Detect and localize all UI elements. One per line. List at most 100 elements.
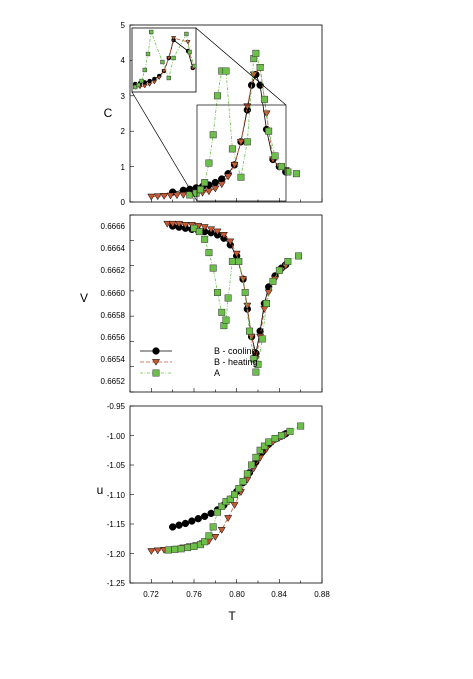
u-point-A [248,461,256,469]
c-point-B_heat [166,192,175,200]
c-point-B_heat [224,173,233,181]
c-point-A [256,64,264,71]
legend-label-b-cooling: B - cooling [214,346,257,356]
inset-point-B_heat [161,69,167,74]
inset-point-B_heat [185,40,191,45]
v-point-A [195,228,203,236]
u-point-B_cool [181,519,190,528]
legend-marker-a [152,369,160,377]
v-point-B_heat [213,228,222,236]
v-point-B_heat [226,238,235,246]
c-point-A [201,179,209,187]
inset-point-A [171,55,176,61]
c-series-group [147,49,300,201]
u-point-A [213,508,221,516]
c-point-B_heat [147,193,156,201]
legend: B - cooling B - heating A [140,346,258,378]
c-line-A [189,52,297,196]
v-point-B_heat [260,306,269,313]
inset [131,27,197,93]
u-xtick-2: 0.80 [229,590,245,599]
inset-point-A [184,31,189,37]
v-point-A [254,360,262,368]
inset-point-A [149,29,154,35]
v-point-B_heat [181,222,190,229]
v-point-A [235,257,243,265]
c-point-B_heat [160,193,169,200]
v-point-A [284,257,292,265]
c-point-B_heat [153,193,162,201]
u-point-B_cool [188,517,196,525]
inset-point-A [142,67,147,73]
c-point-A [209,131,217,139]
inset-point-A [192,63,197,69]
v-point-B_heat [232,250,241,258]
c-point-B_heat [179,191,188,199]
c-point-A [237,173,245,181]
v-point-A [224,294,232,302]
v-point-B_cool [256,327,264,335]
c-point-A [228,145,236,153]
u-point-B_cool [175,521,183,529]
v-ylabel: V [80,291,88,305]
u-point-A [184,544,192,552]
v-ytick-0: 0.6652 [101,377,126,386]
v-ytick-3: 0.6658 [101,311,126,320]
inset-point-B_heat [156,75,162,81]
v-point-A [201,235,209,243]
panel-c-frame [129,24,323,203]
c-point-A [292,170,300,178]
c-point-A [252,49,260,57]
inset-series-group [132,29,197,90]
u-xtick-4: 0.88 [314,590,330,599]
c-point-B_heat [230,161,239,169]
v-point-A [245,327,253,335]
v-point-A [205,249,213,257]
c-point-B_heat [217,181,226,189]
u-point-A [256,446,264,454]
v-point-B_heat [264,289,273,297]
v-ytick-7: 0.6666 [101,222,126,231]
c-point-A [192,189,200,197]
v-point-B_heat [200,224,209,232]
inset-point-B_cool [147,78,152,84]
v-point-B_heat [207,226,216,234]
u-ytick-3: -1.10 [107,491,126,500]
legend-marker-b-heating [151,359,161,366]
v-point-A [209,264,217,272]
u-point-B_cool [201,512,209,520]
u-ytick-1: -1.20 [107,550,126,559]
c-point-A [277,163,285,171]
u-tick-marks [129,405,323,584]
u-point-A [209,523,217,531]
v-point-B_heat [239,276,248,284]
legend-marker-b-cooling [152,347,160,355]
inset-point-A [139,78,144,84]
panel-v-frame [129,214,323,393]
u-point-A [265,438,273,446]
v-point-A [241,288,249,296]
inset-point-B_heat [171,36,177,41]
v-point-B_heat [168,220,177,228]
u-point-A [286,427,294,435]
v-point-B_heat [219,231,228,239]
legend-item-b-cooling: B - cooling [140,346,257,356]
inset-point-B_heat [142,84,148,89]
u-point-A [271,434,279,442]
inset-point-A [160,59,165,65]
v-point-A [218,308,226,316]
u-point-B_cool [207,509,215,518]
u-xtick-0: 0.72 [143,590,159,599]
inset-point-A [187,49,192,55]
v-point-A [250,355,258,363]
c-ytick-2: 2 [121,127,126,136]
legend-item-b-heating: B - heating [140,357,258,367]
legend-label-a: A [214,368,220,378]
v-point-A [252,368,260,376]
v-ytick-4: 0.6660 [101,289,126,298]
u-point-B_heat [153,547,162,555]
v-ytick-6: 0.6664 [101,244,126,253]
inset-point-A [136,82,141,88]
u-point-A [190,542,198,550]
u-point-A [164,546,172,554]
